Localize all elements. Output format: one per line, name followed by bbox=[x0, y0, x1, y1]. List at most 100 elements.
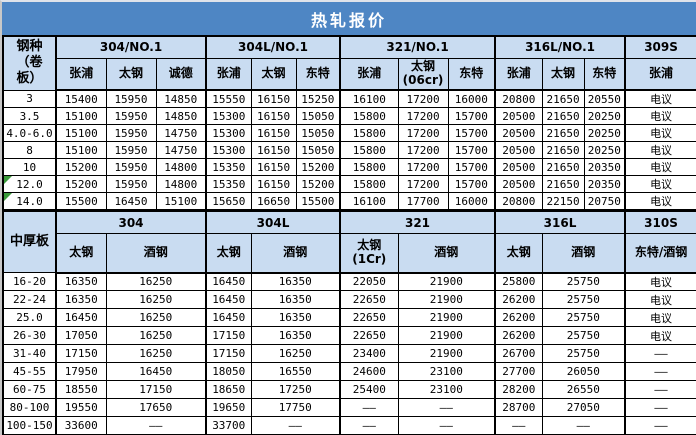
price-cell[interactable]: 17950 bbox=[55, 362, 107, 381]
price-cell[interactable]: 15100 bbox=[55, 107, 107, 125]
price-cell[interactable]: 15300 bbox=[205, 124, 252, 142]
price-cell[interactable]: 26200 bbox=[494, 308, 543, 327]
grade-group-header[interactable]: 304L/NO.1 bbox=[205, 35, 342, 59]
price-cell[interactable]: 17250 bbox=[250, 380, 342, 399]
price-cell[interactable]: —— bbox=[339, 416, 399, 435]
vendor-header[interactable]: 诚德 bbox=[155, 57, 208, 91]
vendor-header[interactable]: 太钢 bbox=[541, 57, 585, 91]
price-cell[interactable]: 16350 bbox=[250, 308, 342, 327]
price-cell[interactable]: 14750 bbox=[155, 141, 208, 159]
price-cell[interactable]: 21650 bbox=[541, 175, 585, 193]
price-cell[interactable]: 23100 bbox=[397, 380, 497, 399]
price-cell[interactable]: 15800 bbox=[339, 158, 399, 176]
price-cell[interactable]: 26200 bbox=[494, 326, 543, 345]
price-cell[interactable]: 16250 bbox=[105, 326, 207, 345]
spec-cell[interactable]: 4.0-6.0 bbox=[2, 124, 57, 142]
price-cell[interactable]: 21650 bbox=[541, 89, 585, 108]
vendor-header[interactable]: 张浦 bbox=[55, 57, 107, 91]
price-cell[interactable]: 17200 bbox=[397, 107, 449, 125]
price-cell[interactable]: —— bbox=[624, 416, 696, 435]
price-cell[interactable]: 16450 bbox=[205, 308, 252, 327]
price-cell[interactable]: 15700 bbox=[447, 158, 497, 176]
price-cell[interactable]: 14800 bbox=[155, 158, 208, 176]
price-cell[interactable]: 19650 bbox=[205, 398, 252, 417]
price-cell[interactable]: 16650 bbox=[250, 192, 297, 211]
price-cell[interactable]: 15800 bbox=[339, 141, 399, 159]
vendor-header[interactable]: 东特/酒钢 bbox=[624, 233, 696, 274]
price-cell[interactable]: 电议 bbox=[624, 158, 696, 176]
grade-group-header[interactable]: 309S bbox=[624, 35, 696, 59]
price-cell[interactable]: 14750 bbox=[155, 124, 208, 142]
price-cell[interactable]: 15400 bbox=[55, 89, 107, 108]
price-cell[interactable]: 28200 bbox=[494, 380, 543, 399]
price-cell[interactable]: 16150 bbox=[250, 89, 297, 108]
price-cell[interactable]: 28700 bbox=[494, 398, 543, 417]
price-cell[interactable]: 15950 bbox=[105, 124, 157, 142]
price-cell[interactable]: 15100 bbox=[155, 192, 208, 211]
price-cell[interactable]: 16350 bbox=[250, 272, 342, 291]
price-cell[interactable]: 20500 bbox=[494, 124, 543, 142]
price-cell[interactable]: 17700 bbox=[397, 192, 449, 211]
spec-cell[interactable]: 12.0 bbox=[2, 175, 57, 193]
vendor-header[interactable]: 太钢 bbox=[250, 57, 297, 91]
price-cell[interactable]: 电议 bbox=[624, 308, 696, 327]
corner-header-medium-plate[interactable]: 中厚板 bbox=[2, 211, 57, 273]
spec-cell[interactable]: 100-150 bbox=[2, 416, 57, 435]
price-cell[interactable]: 15700 bbox=[447, 107, 497, 125]
price-cell[interactable]: 20350 bbox=[583, 158, 627, 176]
price-cell[interactable]: 16250 bbox=[250, 344, 342, 363]
price-cell[interactable]: 16100 bbox=[339, 89, 399, 108]
price-cell[interactable]: 15800 bbox=[339, 175, 399, 193]
spec-cell[interactable]: 8 bbox=[2, 141, 57, 159]
spec-cell[interactable]: 80-100 bbox=[2, 398, 57, 417]
price-cell[interactable]: —— bbox=[105, 416, 207, 435]
price-cell[interactable]: 电议 bbox=[624, 175, 696, 193]
price-cell[interactable]: 15100 bbox=[55, 124, 107, 142]
price-cell[interactable]: 16250 bbox=[105, 308, 207, 327]
price-cell[interactable]: 16350 bbox=[55, 272, 107, 291]
grade-group-header[interactable]: 316L/NO.1 bbox=[494, 35, 627, 59]
price-cell[interactable]: 25750 bbox=[541, 272, 627, 291]
price-cell[interactable]: 16250 bbox=[105, 272, 207, 291]
price-cell[interactable]: 16250 bbox=[105, 290, 207, 309]
price-cell[interactable]: 17200 bbox=[397, 175, 449, 193]
price-cell[interactable]: 21900 bbox=[397, 290, 497, 309]
price-cell[interactable]: 27050 bbox=[541, 398, 627, 417]
price-cell[interactable]: 23400 bbox=[339, 344, 399, 363]
price-cell[interactable]: —— bbox=[624, 344, 696, 363]
price-cell[interactable]: 17050 bbox=[55, 326, 107, 345]
price-cell[interactable]: 电议 bbox=[624, 124, 696, 142]
price-cell[interactable]: 20500 bbox=[494, 141, 543, 159]
spec-cell[interactable]: 26-30 bbox=[2, 326, 57, 345]
price-cell[interactable]: 16250 bbox=[105, 344, 207, 363]
price-cell[interactable]: 25400 bbox=[339, 380, 399, 399]
price-cell[interactable]: —— bbox=[397, 416, 497, 435]
price-cell[interactable]: 16450 bbox=[205, 272, 252, 291]
price-cell[interactable]: 电议 bbox=[624, 89, 696, 108]
price-cell[interactable]: 15550 bbox=[205, 89, 252, 108]
price-cell[interactable]: 15950 bbox=[105, 175, 157, 193]
price-cell[interactable]: 15050 bbox=[295, 124, 342, 142]
price-cell[interactable]: 15350 bbox=[205, 175, 252, 193]
price-cell[interactable]: 15050 bbox=[295, 107, 342, 125]
price-cell[interactable]: 20500 bbox=[494, 175, 543, 193]
price-cell[interactable]: 17200 bbox=[397, 89, 449, 108]
price-cell[interactable]: 25750 bbox=[541, 344, 627, 363]
price-cell[interactable]: 26050 bbox=[541, 362, 627, 381]
price-cell[interactable]: 电议 bbox=[624, 272, 696, 291]
grade-group-header[interactable]: 304L bbox=[205, 211, 342, 234]
grade-group-header[interactable]: 321/NO.1 bbox=[339, 35, 497, 59]
price-cell[interactable]: 15500 bbox=[295, 192, 342, 211]
price-cell[interactable]: 15050 bbox=[295, 141, 342, 159]
price-cell[interactable]: —— bbox=[541, 416, 627, 435]
price-cell[interactable]: 22650 bbox=[339, 290, 399, 309]
price-cell[interactable]: 22050 bbox=[339, 272, 399, 291]
price-cell[interactable]: 22650 bbox=[339, 308, 399, 327]
price-cell[interactable]: 16150 bbox=[250, 124, 297, 142]
corner-header-hot-rolled-coil[interactable]: 钢种（卷板） bbox=[2, 35, 57, 91]
price-cell[interactable]: 15250 bbox=[295, 89, 342, 108]
price-cell[interactable]: 16150 bbox=[250, 107, 297, 125]
price-cell[interactable]: 15700 bbox=[447, 124, 497, 142]
price-cell[interactable]: 15100 bbox=[55, 141, 107, 159]
price-cell[interactable]: 15800 bbox=[339, 124, 399, 142]
